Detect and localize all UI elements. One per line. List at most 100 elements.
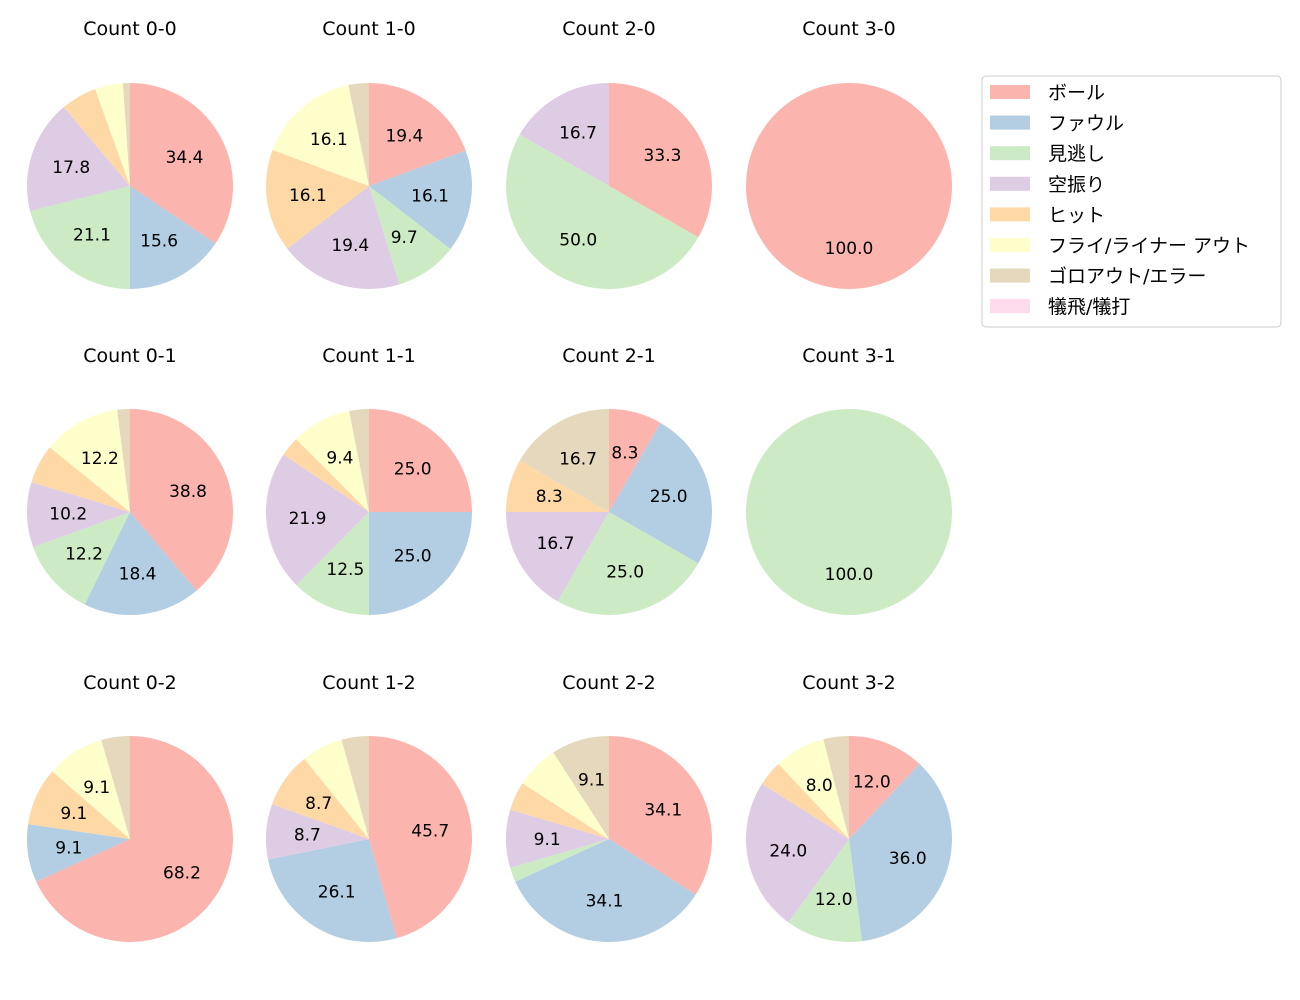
slice-5 <box>52 740 131 839</box>
slice-1 <box>268 839 397 943</box>
slice-4 <box>63 89 130 186</box>
slice-2 <box>369 186 451 285</box>
slice-3 <box>506 809 609 868</box>
slice-label: 100.0 <box>825 565 874 585</box>
slice-label: 9.1 <box>534 830 561 850</box>
slice-4 <box>266 149 369 249</box>
slice-label: 45.7 <box>411 822 449 842</box>
legend-swatch <box>990 176 1030 191</box>
slice-1 <box>515 839 696 942</box>
slice-label: 26.1 <box>318 883 356 903</box>
pie-count-0-0: Count 0-0 34.4 15.6 21.1 17.8 <box>27 18 233 289</box>
slice-label: 8.7 <box>305 794 332 814</box>
slice-label: 50.0 <box>559 231 597 251</box>
slice-label: 100.0 <box>825 239 874 259</box>
slice-label: 25.0 <box>606 563 644 583</box>
legend-swatch <box>990 207 1030 222</box>
pie-count-2-1: Count 2-1 8.3 25.0 25.0 16.7 8.3 16.7 <box>506 345 712 615</box>
slice-label: 12.0 <box>815 890 853 910</box>
slice-4 <box>283 439 369 512</box>
pie-count-2-2: Count 2-2 34.1 34.1 9.1 9.1 <box>506 672 712 942</box>
legend-swatch <box>990 299 1030 314</box>
slice-label: 16.7 <box>559 450 597 470</box>
slice-3 <box>26 482 131 548</box>
slice-6 <box>349 409 369 512</box>
slice-label: 8.7 <box>294 826 321 846</box>
slice-label: 16.1 <box>411 186 449 206</box>
slice-2 <box>33 512 130 605</box>
pie-count-1-0: Count 1-0 19.4 16.1 9.7 19.4 16.1 16.1 <box>266 18 472 289</box>
slice-label: 12.2 <box>81 449 119 469</box>
slice-label: 24.0 <box>769 842 807 862</box>
slice-2 <box>296 512 369 615</box>
slice-label: 12.2 <box>65 544 103 564</box>
slice-6 <box>553 736 609 839</box>
pie-count-1-2: Count 1-2 45.7 26.1 8.7 8.7 <box>266 672 472 943</box>
slice-4 <box>28 771 130 839</box>
slice-5 <box>272 85 369 186</box>
slice-label: 16.7 <box>537 534 575 554</box>
slice-label: 8.3 <box>536 487 563 507</box>
slice-label: 8.3 <box>611 443 638 463</box>
pie-title: Count 3-0 <box>802 18 896 40</box>
slice-label: 12.0 <box>853 773 891 793</box>
legend-swatch <box>990 115 1030 130</box>
slice-label: 9.1 <box>55 839 82 859</box>
pie-count-0-1: Count 0-1 38.8 18.4 12.2 10.2 12.2 <box>26 345 233 616</box>
slice-6 <box>101 736 130 839</box>
slice-label: 17.8 <box>52 158 90 178</box>
pie-title: Count 2-2 <box>562 672 656 694</box>
slice-label: 19.4 <box>385 126 423 146</box>
slice-1 <box>849 763 953 942</box>
slice-3 <box>27 107 130 211</box>
slice-5 <box>522 752 609 839</box>
slice-3 <box>265 454 369 585</box>
slice-0 <box>130 409 233 591</box>
slice-4 <box>31 447 131 512</box>
slice-6 <box>348 83 369 186</box>
pie-title: Count 3-1 <box>802 345 896 367</box>
slice-1 <box>369 512 472 615</box>
slice-label: 34.1 <box>586 892 624 912</box>
slice-2 <box>746 409 952 615</box>
legend-swatch <box>990 146 1030 161</box>
slice-1 <box>84 512 197 616</box>
slice-label: 33.3 <box>644 146 682 166</box>
slice-4 <box>762 763 849 839</box>
slice-label: 9.1 <box>60 804 87 824</box>
slice-1 <box>609 422 712 564</box>
slice-5 <box>304 739 369 839</box>
slice-2 <box>788 839 862 942</box>
pie-count-0-2: Count 0-2 68.2 9.1 9.1 9.1 <box>27 672 234 942</box>
slice-0 <box>369 409 472 512</box>
slice-label: 68.2 <box>163 863 201 883</box>
slice-label: 8.0 <box>806 776 833 796</box>
slice-2 <box>506 134 699 289</box>
slice-label: 38.8 <box>169 482 207 502</box>
slice-2 <box>30 186 130 289</box>
slice-2 <box>510 839 609 882</box>
pie-title: Count 1-1 <box>322 345 416 367</box>
slice-label: 21.1 <box>73 226 111 246</box>
slice-1 <box>130 186 216 289</box>
legend-label: 見逃し <box>1048 143 1105 165</box>
slice-label: 12.5 <box>326 560 364 580</box>
slice-label: 34.4 <box>166 148 204 168</box>
legend-label: フライ/ライナー アウト <box>1048 235 1250 257</box>
pie-title: Count 3-2 <box>802 672 896 694</box>
pie-count-3-0: Count 3-0 100.0 <box>746 18 952 289</box>
slice-label: 9.4 <box>326 448 353 468</box>
slice-0 <box>746 83 952 289</box>
slice-label: 18.4 <box>119 564 157 584</box>
legend-label: ヒット <box>1048 204 1105 226</box>
slice-label: 21.9 <box>289 509 327 529</box>
pie-title: Count 1-0 <box>322 18 416 40</box>
slice-0 <box>609 83 712 238</box>
legend-swatch <box>990 85 1030 99</box>
slice-0 <box>130 83 233 244</box>
pie-title: Count 0-0 <box>83 18 177 40</box>
slice-label: 36.0 <box>889 849 927 869</box>
slice-label: 10.2 <box>49 505 87 525</box>
slice-label: 9.1 <box>83 778 110 798</box>
